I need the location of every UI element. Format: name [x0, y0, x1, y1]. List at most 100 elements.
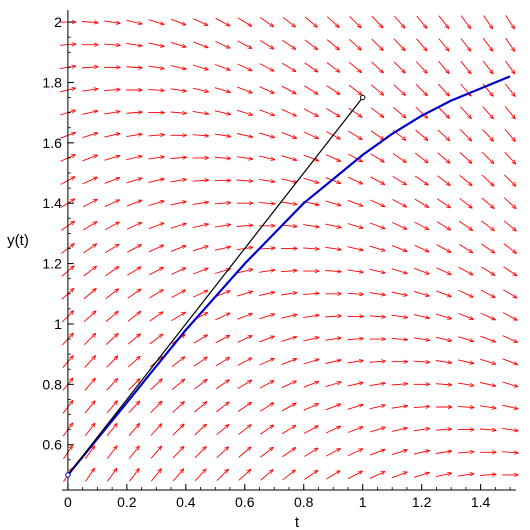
field-arrow: [258, 178, 275, 181]
field-arrow: [435, 360, 452, 363]
axes: 0 0.2 0.4 0.6 0.8 1 1.2 1.4 0.6 0.8 1 1.2 1.4 1.6 1.8 2: [42, 10, 516, 510]
field-arrow: [480, 335, 496, 342]
field-arrow: [347, 269, 363, 272]
x-tick-label: 1: [359, 494, 367, 510]
field-arrow: [214, 133, 231, 136]
y-tick-label: 1.6: [42, 135, 62, 151]
field-arrow: [127, 312, 141, 322]
field-arrow: [370, 176, 384, 185]
field-arrow: [303, 315, 319, 319]
field-arrow: [413, 473, 429, 478]
field-arrow: [304, 470, 318, 480]
field-arrow: [347, 199, 363, 206]
field-arrow: [437, 106, 449, 118]
field-arrow: [238, 425, 251, 435]
field-arrow: [127, 289, 141, 299]
field-arrow: [436, 198, 450, 208]
field-arrow: [214, 157, 231, 158]
field-arrow: [503, 266, 517, 276]
field-arrow: [192, 246, 208, 252]
field-arrow: [303, 404, 319, 411]
field-arrow: [460, 38, 471, 51]
field-arrow: [148, 135, 164, 136]
field-arrow: [236, 225, 253, 226]
field-arrow: [215, 17, 230, 26]
field-arrow: [370, 153, 385, 162]
field-arrow: [259, 314, 274, 320]
field-arrow: [347, 405, 363, 410]
field-arrow: [325, 360, 341, 364]
field-arrow: [480, 312, 496, 320]
field-arrow: [84, 446, 94, 459]
field-arrow: [172, 424, 184, 436]
field-arrow: [260, 470, 273, 481]
field-arrow: [260, 447, 274, 458]
field-arrow: [414, 244, 429, 252]
field-arrow: [480, 382, 496, 387]
field-arrow: [348, 107, 362, 117]
field-arrow: [237, 380, 252, 389]
field-arrow: [347, 223, 363, 229]
field-arrow: [281, 315, 297, 319]
field-arrow: [282, 470, 296, 481]
field-arrow: [172, 379, 184, 390]
y-tick-label: 0.8: [42, 376, 62, 392]
field-arrow: [435, 384, 452, 385]
field-arrow: [83, 311, 96, 323]
field-arrow: [127, 334, 140, 345]
x-tick-label: 1.4: [471, 494, 491, 510]
x-tick-label: 1.2: [412, 494, 432, 510]
field-arrow: [370, 107, 384, 118]
field-arrow: [413, 428, 430, 432]
field-arrow: [215, 358, 230, 367]
field-arrow: [349, 38, 361, 50]
field-arrow: [126, 223, 142, 230]
field-arrow: [82, 222, 97, 231]
field-arrow: [504, 128, 515, 141]
field-arrow: [480, 405, 496, 408]
field-arrow: [482, 129, 494, 141]
x-tick-label: 0.8: [294, 494, 314, 510]
field-arrow: [214, 203, 231, 204]
field-arrow: [326, 471, 340, 480]
field-arrow: [172, 446, 184, 459]
field-arrow: [104, 134, 120, 138]
field-arrow: [480, 358, 495, 364]
field-arrow: [105, 311, 118, 322]
field-arrow: [84, 423, 95, 437]
field-arrow: [304, 85, 318, 94]
point-marker: [360, 94, 366, 101]
field-arrow: [148, 19, 164, 25]
field-arrow: [106, 423, 117, 437]
field-arrow: [416, 15, 427, 28]
field-arrow: [458, 289, 474, 297]
field-arrow: [347, 383, 364, 387]
field-arrow: [194, 447, 206, 459]
field-arrow: [149, 312, 163, 322]
field-arrow: [281, 178, 297, 183]
field-arrow: [170, 112, 187, 113]
field-arrow: [281, 337, 296, 342]
field-arrow: [170, 41, 186, 47]
field-arrow: [413, 314, 430, 319]
field-arrow: [482, 37, 492, 51]
field-arrow: [325, 271, 341, 272]
field-arrow: [237, 17, 252, 26]
y-tick-label: 1.4: [42, 195, 62, 211]
field-arrow: [126, 156, 142, 161]
field-arrow: [303, 154, 319, 161]
field-arrow: [304, 448, 318, 457]
field-arrow: [215, 64, 230, 71]
field-arrow: [502, 335, 518, 343]
field-arrow: [258, 155, 275, 160]
field-arrow: [82, 177, 98, 185]
field-arrow: [126, 112, 142, 113]
field-arrow: [237, 336, 253, 343]
field-arrow: [502, 312, 517, 321]
field-arrow: [391, 428, 408, 432]
field-arrow: [347, 246, 364, 251]
field-arrow: [282, 448, 295, 458]
field-arrow: [325, 223, 341, 228]
field-arrow: [260, 17, 273, 27]
field-arrow: [192, 202, 209, 205]
